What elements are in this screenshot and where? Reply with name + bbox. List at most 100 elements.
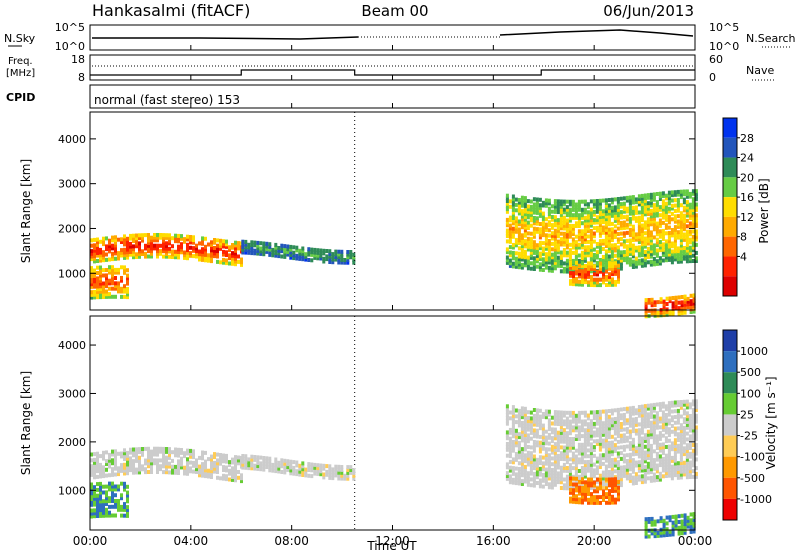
velocity-cell (634, 408, 638, 413)
velocity-cell (616, 468, 620, 473)
power-cell (132, 239, 135, 243)
power-cell (132, 233, 135, 238)
power-cell (198, 241, 201, 246)
power-cell (120, 237, 123, 242)
power-cell (210, 256, 213, 261)
velocity-cell (340, 465, 344, 469)
power-cell (90, 282, 93, 287)
velocity-cell (562, 413, 566, 418)
power-cell (90, 238, 93, 243)
velocity-cell (565, 425, 569, 430)
velocity-cell (643, 459, 647, 464)
power-cell (622, 215, 626, 220)
velocity-cell (529, 419, 533, 424)
power-cell (673, 241, 677, 246)
power-cell (619, 204, 623, 209)
velocity-cell (565, 448, 569, 453)
power-cell (334, 255, 338, 259)
power-cell (216, 259, 219, 264)
power-cell (571, 229, 575, 234)
power-cell (334, 257, 338, 262)
velocity-cell (574, 416, 578, 421)
velocity-cell (628, 444, 632, 449)
power-cell (667, 249, 671, 254)
power-cell (667, 201, 671, 206)
velocity-cell (631, 420, 635, 425)
velocity-cell (619, 451, 623, 456)
velocity-cell (102, 513, 105, 518)
velocity-cell (646, 447, 650, 452)
power-cell (162, 254, 165, 259)
power-cell (691, 221, 695, 226)
power-cell (688, 253, 692, 258)
power-cell (691, 248, 695, 253)
power-cell (643, 236, 647, 241)
power-cell (643, 220, 647, 225)
power-cell (553, 252, 557, 257)
power-cell (559, 207, 563, 212)
power-cell (301, 257, 305, 262)
velocity-cell (643, 409, 647, 414)
power-cell (596, 283, 599, 288)
power-cell (674, 301, 678, 306)
velocity-cell (93, 502, 96, 507)
power-cell (637, 232, 641, 236)
power-cell (262, 244, 266, 249)
power-cell (228, 261, 231, 266)
velocity-cell (562, 436, 566, 441)
power-cell (126, 295, 129, 300)
power-cell (120, 289, 123, 294)
power-cell (688, 237, 692, 242)
velocity-cell (565, 460, 569, 465)
velocity-cell (598, 438, 602, 443)
velocity-cell (222, 468, 225, 472)
velocity-cell (667, 421, 671, 426)
power-cell (625, 255, 629, 260)
velocity-cell (589, 451, 593, 456)
velocity-cell (595, 456, 599, 461)
velocity-cell (631, 446, 635, 451)
power-cell (538, 262, 542, 267)
velocity-cell (508, 474, 512, 479)
velocity-cell (596, 500, 599, 505)
power-cell (523, 241, 527, 246)
velocity-cell (523, 453, 527, 458)
velocity-cell (628, 467, 632, 472)
power-cell (159, 243, 162, 248)
velocity-cell (349, 468, 353, 472)
power-colorbar-label: Power [dB] (757, 178, 771, 243)
velocity-cell (676, 475, 680, 480)
velocity-cell (544, 455, 548, 460)
power-cell (529, 218, 533, 223)
velocity-cell (673, 420, 677, 425)
velocity-cell (640, 430, 644, 435)
velocity-cell (611, 486, 614, 491)
power-cell (581, 261, 584, 266)
velocity-cell (649, 432, 653, 437)
velocity-cell (607, 414, 611, 419)
velocity-cell (598, 462, 602, 467)
velocity-cell (559, 430, 563, 435)
power-cell (99, 284, 102, 289)
velocity-cell (123, 454, 126, 459)
power-cell (102, 236, 105, 241)
velocity-cell (562, 486, 566, 491)
power-cell (679, 219, 683, 224)
velocity-cell (508, 448, 512, 453)
velocity-cell (301, 467, 305, 472)
velocity-cell (253, 455, 257, 459)
power-cell (601, 217, 605, 222)
velocity-cell (577, 413, 581, 418)
power-cell (138, 246, 141, 251)
velocity-cell (664, 459, 668, 464)
velocity-cell (204, 465, 207, 470)
velocity-cell (201, 465, 204, 469)
power-cell (547, 209, 551, 214)
power-cell (523, 220, 527, 225)
power-cell (93, 273, 96, 278)
power-cell (580, 250, 584, 255)
velocity-cell (99, 490, 102, 495)
power-cell (159, 235, 162, 240)
velocity-cell (349, 465, 353, 470)
power-cell (631, 216, 635, 221)
